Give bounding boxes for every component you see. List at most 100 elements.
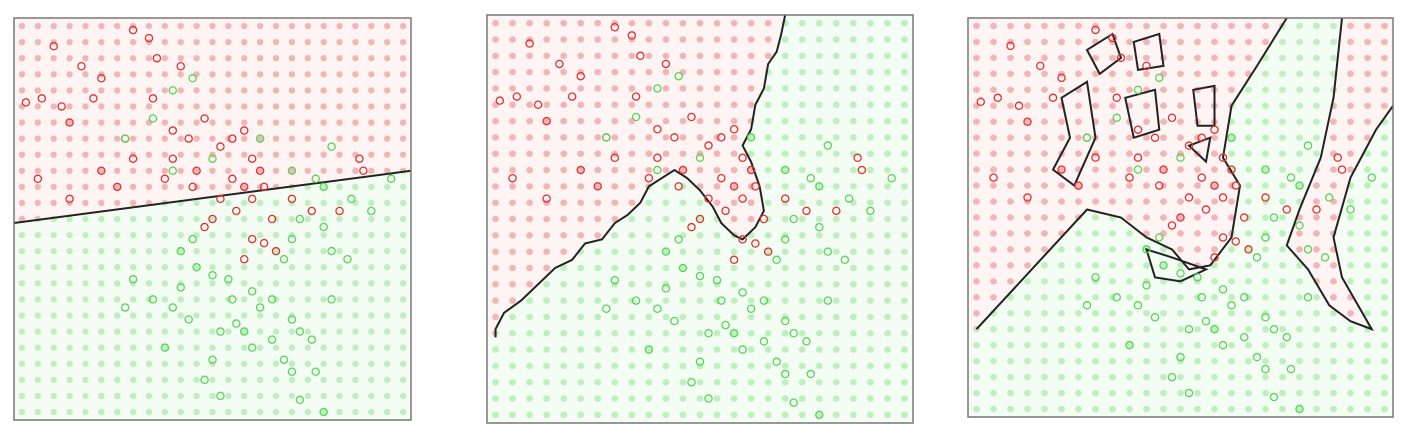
data-point (976, 97, 986, 107)
data-point (327, 295, 336, 304)
data-point (823, 141, 833, 150)
data-point (1346, 205, 1355, 214)
data-point (1176, 153, 1185, 162)
data-point (128, 25, 138, 35)
data-point (631, 92, 641, 101)
data-point (729, 328, 739, 338)
data-point (759, 214, 769, 224)
data-point (1227, 165, 1236, 174)
data-point (1193, 273, 1202, 282)
data-point (815, 410, 824, 420)
data-point (717, 173, 726, 183)
data-point (287, 234, 297, 244)
data-point (343, 254, 352, 264)
data-point (1218, 153, 1228, 162)
data-point (1133, 301, 1143, 310)
data-point (1333, 153, 1343, 162)
data-point (853, 153, 862, 163)
data-point (57, 102, 66, 111)
data-point (355, 154, 364, 163)
data-point (232, 319, 241, 328)
data-point (1155, 181, 1164, 190)
data-point (255, 303, 265, 312)
data-point (188, 234, 197, 244)
data-point (1197, 293, 1207, 302)
data-point (267, 214, 277, 224)
data-point (1197, 133, 1207, 142)
data-point (1269, 392, 1279, 402)
data-point (1167, 113, 1177, 123)
data-point (311, 174, 320, 184)
data-point (815, 182, 824, 191)
data-point (993, 93, 1003, 103)
data-point (1082, 133, 1092, 142)
data-point (495, 96, 505, 105)
data-point (1091, 273, 1100, 282)
data-point (319, 222, 328, 232)
data-point (1125, 340, 1134, 350)
data-point (772, 255, 781, 265)
data-point (216, 391, 225, 401)
data-point (704, 394, 713, 403)
data-point (148, 94, 158, 103)
data-point (695, 214, 705, 224)
data-point (627, 31, 637, 40)
data-point (267, 335, 277, 344)
data-point (279, 254, 289, 264)
data-point (738, 235, 747, 244)
data-point (644, 173, 654, 183)
data-point (128, 154, 138, 163)
data-point (576, 165, 585, 175)
data-point (1133, 153, 1143, 162)
data-point (738, 194, 747, 203)
data-point (1125, 173, 1134, 182)
points (21, 22, 1377, 420)
data-point (789, 328, 798, 338)
data-point (160, 343, 170, 352)
data-point (687, 112, 696, 122)
data-point (287, 367, 297, 377)
data-point (738, 153, 747, 163)
data-point (184, 134, 193, 143)
data-point (311, 367, 320, 377)
data-point (200, 375, 209, 385)
data-point (1150, 312, 1160, 322)
data-point (1210, 181, 1219, 190)
data-point (1261, 364, 1270, 374)
data-point (247, 194, 257, 204)
data-point (1116, 53, 1126, 63)
data-point (1231, 181, 1241, 190)
data-point (89, 94, 98, 103)
data-point (576, 71, 585, 81)
data-point (1240, 332, 1249, 342)
data-point (1252, 352, 1262, 362)
data-point (678, 263, 688, 273)
data-point (168, 303, 178, 312)
data-point (1210, 324, 1219, 334)
data-point (746, 304, 756, 314)
data-point (1133, 165, 1143, 174)
data-point (610, 275, 620, 285)
data-point (1240, 213, 1249, 222)
data-point (674, 71, 683, 81)
data-point (228, 134, 237, 143)
data-point (1261, 233, 1270, 242)
data-point (661, 247, 671, 256)
data-point (148, 295, 158, 304)
data-point (1112, 113, 1122, 123)
decision-regions (14, 18, 411, 420)
data-point (1006, 41, 1015, 51)
data-point (1244, 245, 1253, 254)
data-point (653, 304, 662, 314)
data-point (1227, 133, 1236, 142)
data-point (224, 275, 233, 284)
data-point (1269, 213, 1279, 222)
data-point (188, 74, 197, 83)
data-point (695, 271, 705, 281)
data-point (120, 134, 130, 143)
data-point (287, 194, 297, 204)
data-point (1176, 213, 1185, 222)
data-point (1184, 388, 1194, 398)
data-point (759, 337, 769, 346)
data-point (1269, 324, 1279, 334)
